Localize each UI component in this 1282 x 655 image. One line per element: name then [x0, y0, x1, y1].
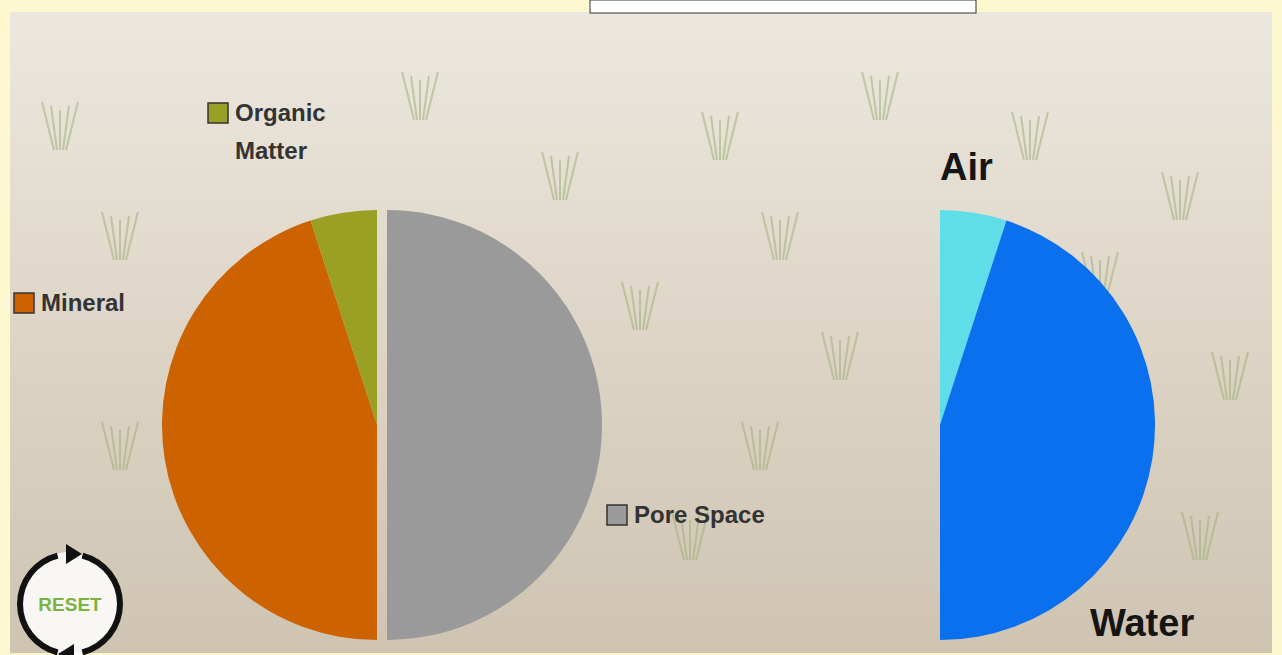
grass-blade: [1221, 356, 1227, 400]
grass-blade: [51, 106, 57, 150]
grass-blade: [871, 76, 877, 120]
grass-blade: [766, 422, 778, 470]
grass-blade: [559, 160, 561, 200]
reset-fill[interactable]: [18, 552, 122, 655]
grass-blade: [719, 120, 721, 160]
grass-blade: [886, 72, 898, 120]
grass-blade: [831, 336, 837, 380]
reset-button[interactable]: RESET: [17, 544, 123, 655]
labels: Pore Space Mineral Organic Matter: [14, 99, 765, 528]
pie-slice: [940, 221, 1155, 640]
grass-blade: [419, 80, 421, 120]
grass-blade: [759, 430, 761, 470]
slice-label: Water: [1090, 602, 1194, 644]
frame: [0, 0, 1282, 655]
grass-blade: [779, 220, 781, 260]
legend-label: Pore Space: [634, 501, 765, 528]
grass-blade: [411, 76, 417, 120]
legend-swatch: [607, 505, 627, 525]
grass-blade: [551, 156, 557, 200]
grass-blade: [426, 72, 438, 120]
pie: [940, 210, 1155, 640]
grass-blade: [631, 286, 637, 330]
grass-blade: [639, 290, 641, 330]
grass-blade: [771, 216, 777, 260]
canvas: Pore Space Mineral Organic Matter Air Water R…: [0, 0, 1282, 655]
grass-blade: [126, 422, 138, 470]
background: [10, 12, 1272, 653]
grass-blade: [1236, 352, 1248, 400]
grass-blade: [1036, 112, 1048, 160]
grass-blade: [711, 116, 717, 160]
grass-blade: [1191, 516, 1197, 560]
grass-blade: [119, 430, 121, 470]
grass-blade: [726, 112, 738, 160]
labels: Air Water: [940, 146, 1194, 644]
pie-slice: [311, 210, 377, 425]
grass-blade: [59, 110, 61, 150]
slice-label: Air: [940, 146, 993, 188]
grass-blade: [1029, 120, 1031, 160]
legend-swatch: [14, 293, 34, 313]
pie-slice: [387, 210, 602, 640]
grass-blade: [1206, 512, 1218, 560]
grass-blade: [846, 332, 858, 380]
grass-blade: [879, 80, 881, 120]
grass-blade: [1171, 176, 1177, 220]
grass-blade: [111, 216, 117, 260]
grass-blade: [1186, 172, 1198, 220]
grass-blade: [646, 282, 658, 330]
legend-label: Organic Matter: [235, 99, 332, 164]
grass-blade: [126, 212, 138, 260]
legend-swatch: [208, 103, 228, 123]
grass-blade: [1229, 360, 1231, 400]
reset-label[interactable]: RESET: [38, 594, 102, 615]
title-box: [590, 0, 976, 13]
grass-blade: [786, 212, 798, 260]
grass-blade: [751, 426, 757, 470]
grass-blade: [119, 220, 121, 260]
grass-blade: [1021, 116, 1027, 160]
pie: [162, 210, 602, 640]
reset-arrow[interactable]: [66, 544, 82, 564]
legend-label: Mineral: [41, 289, 125, 316]
grass-blade: [66, 102, 78, 150]
grass-blade: [839, 340, 841, 380]
grass-blade: [566, 152, 578, 200]
grass-blade: [111, 426, 117, 470]
reset-arrow[interactable]: [58, 644, 74, 655]
grass-blade: [1179, 180, 1181, 220]
grass-blade: [1199, 520, 1201, 560]
